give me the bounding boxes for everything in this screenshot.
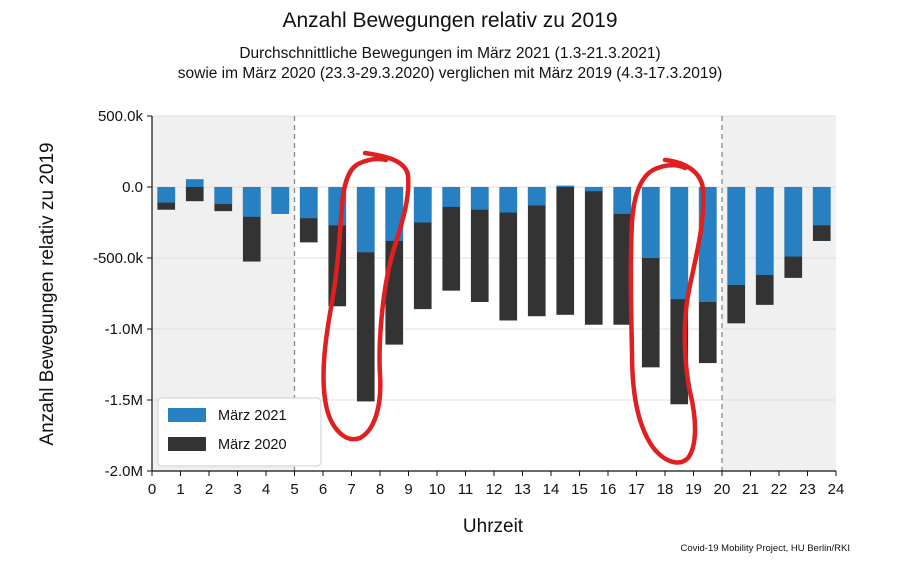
red-loop-morning-peak	[321, 150, 411, 442]
x-tick-label-1: 1	[176, 481, 184, 498]
bar-2021-h1	[185, 179, 204, 187]
x-tick-label-4: 4	[262, 481, 270, 498]
x-tick-label-11: 11	[458, 481, 474, 498]
bar-2021-h14	[556, 185, 575, 187]
x-tick-label-2: 2	[205, 481, 213, 498]
bar-2020-h12	[499, 187, 518, 321]
x-axis-label: Uhrzeit	[463, 516, 524, 537]
y-tick-label-1: 0.0	[122, 179, 143, 196]
bar-2021-h11	[470, 187, 489, 210]
x-tick-label-5: 5	[290, 481, 298, 498]
y-axis-label: Anzahl Bewegungen relativ zu 2019	[37, 142, 58, 445]
bars	[157, 116, 831, 471]
legend: März 2021 März 2020	[157, 397, 322, 467]
x-tick-label-6: 6	[319, 481, 327, 498]
chart-title: Anzahl Bewegungen relativ zu 2019	[282, 9, 617, 32]
y-axis-ticks: 500.0k 0.0 -500.0k -1.0M -1.5M -2.0M	[93, 108, 152, 480]
x-tick-label-15: 15	[571, 481, 588, 498]
bar-2021-h0	[157, 187, 176, 203]
legend-label-2021: März 2021	[218, 408, 287, 424]
chart-subtitle-line-1: Durchschnittliche Bewegungen im März 202…	[239, 45, 660, 62]
x-tick-label-3: 3	[233, 481, 241, 498]
bar-2021-h22	[784, 187, 803, 257]
bar-2021-h13	[527, 187, 546, 206]
chart-subtitle-line-2: sowie im März 2020 (23.3-29.3.2020) verg…	[178, 65, 723, 82]
legend-swatch-2021	[168, 408, 206, 422]
bar-2020-h1	[185, 187, 204, 202]
y-tick-label-2: -500.0k	[93, 250, 144, 267]
x-tick-label-18: 18	[657, 481, 674, 498]
y-tick-label-3: -1.0M	[105, 321, 143, 338]
x-tick-label-9: 9	[404, 481, 412, 498]
x-tick-label-7: 7	[347, 481, 355, 498]
bar-2021-h7	[356, 187, 375, 253]
bar-2020-h14	[556, 187, 575, 315]
bar-2021-h9	[413, 187, 432, 223]
x-tick-label-22: 22	[771, 481, 788, 498]
x-tick-label-16: 16	[600, 481, 617, 498]
x-tick-label-10: 10	[429, 481, 446, 498]
bar-2021-h16	[613, 187, 632, 214]
y-tick-label-5: -2.0M	[105, 463, 143, 480]
bar-2020-h16	[613, 187, 632, 325]
x-tick-label-24: 24	[828, 481, 845, 498]
bar-2021-h4	[271, 187, 290, 214]
bar-2020-h15	[584, 187, 603, 325]
bar-2021-h21	[755, 187, 774, 276]
x-tick-label-14: 14	[543, 481, 560, 498]
x-tick-label-0: 0	[148, 481, 156, 498]
red-highlight-annotations	[321, 150, 706, 465]
x-tick-label-17: 17	[628, 481, 645, 498]
legend-swatch-2020	[168, 437, 206, 451]
bar-2021-h15	[584, 187, 603, 192]
source-credit: Covid-19 Mobility Project, HU Berlin/RKI	[681, 543, 850, 554]
x-tick-label-19: 19	[685, 481, 702, 498]
bar-2021-h2	[214, 187, 233, 205]
x-tick-label-20: 20	[714, 481, 731, 498]
y-tick-label-0: 500.0k	[98, 108, 144, 125]
bar-2021-h12	[499, 187, 518, 213]
y-tick-label-4: -1.5M	[105, 392, 143, 409]
bar-2021-h5	[299, 187, 318, 219]
x-tick-label-13: 13	[514, 481, 531, 498]
bar-2020-h11	[470, 187, 489, 303]
bar-2020-h13	[527, 187, 546, 317]
bar-2021-h10	[442, 187, 461, 207]
bar-2021-h23	[812, 187, 831, 226]
x-tick-label-8: 8	[376, 481, 384, 498]
bar-2021-h18	[670, 187, 689, 300]
x-tick-label-21: 21	[742, 481, 759, 498]
legend-label-2020: März 2020	[218, 437, 287, 453]
red-loop-evening-peak	[628, 157, 706, 465]
bar-2021-h20	[727, 187, 746, 285]
x-tick-label-12: 12	[486, 481, 503, 498]
bar-2020-h10	[442, 187, 461, 291]
bar-2021-h17	[641, 187, 660, 258]
x-axis-ticks: 0 1 2 3 4 5 6 7 8 9 10 11 12 13 14 15 16 17 18 19 20 21 22 23 24	[148, 471, 845, 498]
x-tick-label-23: 23	[799, 481, 816, 498]
bar-2021-h3	[242, 187, 261, 217]
